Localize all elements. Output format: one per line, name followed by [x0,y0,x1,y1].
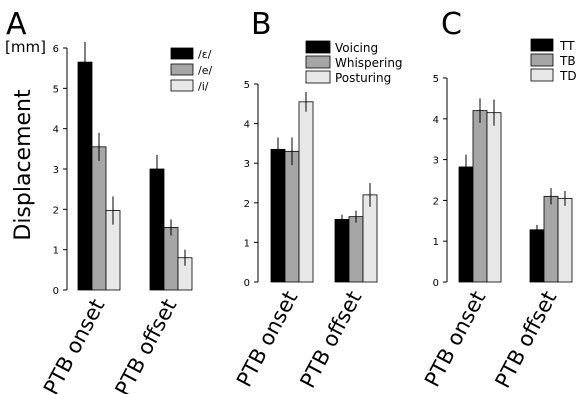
panel-a: A 0 1 2 3 4 5 6 PTB onset PTB offset/ɛ/ /e/ /i/ [6,7,212,394]
bar [529,229,545,283]
y-tick-label: 0 [244,278,250,289]
panel-label: C [441,7,462,42]
legend-swatch [170,79,194,92]
bar [543,195,559,283]
legend-swatch [305,55,331,69]
bar [298,101,314,283]
y-tick-label: 2 [53,205,59,216]
legend-swatch [530,53,554,67]
legend-swatch [170,47,194,60]
bar [362,194,378,283]
y-tick-label: 5 [53,84,59,95]
legend-label: Whispering [335,56,403,70]
y-tick-label: 0 [433,278,439,289]
legend-label: TT [559,39,575,53]
y-tick-label: 2 [433,196,439,207]
x-tick-label: PTB onset [39,295,109,394]
y-axis-title: Displacement [11,89,36,241]
y-tick-label: 1 [433,237,439,248]
x-tick-label: PTB offset [110,295,181,394]
y-tick-label: 3 [53,165,59,176]
bar [486,112,502,283]
legend-swatch [305,70,331,84]
y-tick-label: 6 [53,44,59,55]
legend-swatch [530,38,554,52]
legend-label: /i/ [198,80,209,93]
y-tick-label: 3 [244,159,250,170]
legend-label: Posturing [335,71,391,85]
bar [163,227,179,291]
unit-label: [mm] [5,38,46,56]
x-tick-label: PTB offset [295,287,366,392]
bar [149,168,165,291]
y-tick-label: 1 [53,246,59,257]
panel-label: B [251,7,272,42]
legend-label: /ɛ/ [198,48,212,61]
bar [270,148,286,283]
x-tick-label: PTB onset [232,287,302,391]
y-tick-label: 4 [433,115,439,126]
bar [91,146,107,291]
y-tick-label: 2 [244,199,250,210]
legend-label: TB [559,54,576,68]
bar [284,150,300,283]
y-tick-label: 4 [244,120,250,131]
bar [334,219,350,283]
y-tick-label: 1 [244,238,250,249]
y-tick-label: 4 [53,125,59,136]
bar [472,110,488,283]
x-tick-label: PTB onset [420,287,490,391]
y-tick-label: 5 [244,80,250,91]
panel-label: A [6,7,27,42]
y-tick-label: 5 [433,74,439,85]
bar [458,166,474,283]
legend-label: TD [559,69,577,83]
bar [348,216,364,283]
legend-label: /e/ [198,64,212,77]
bar [557,197,573,283]
legend-swatch [170,63,194,76]
y-tick-label: 3 [433,156,439,167]
legend-swatch [305,40,331,54]
legend-swatch [530,68,554,82]
legend-label: Voicing [335,41,378,55]
y-tick-label: 0 [53,286,59,297]
x-tick-label: PTB offset [490,287,561,392]
bar [77,61,93,291]
